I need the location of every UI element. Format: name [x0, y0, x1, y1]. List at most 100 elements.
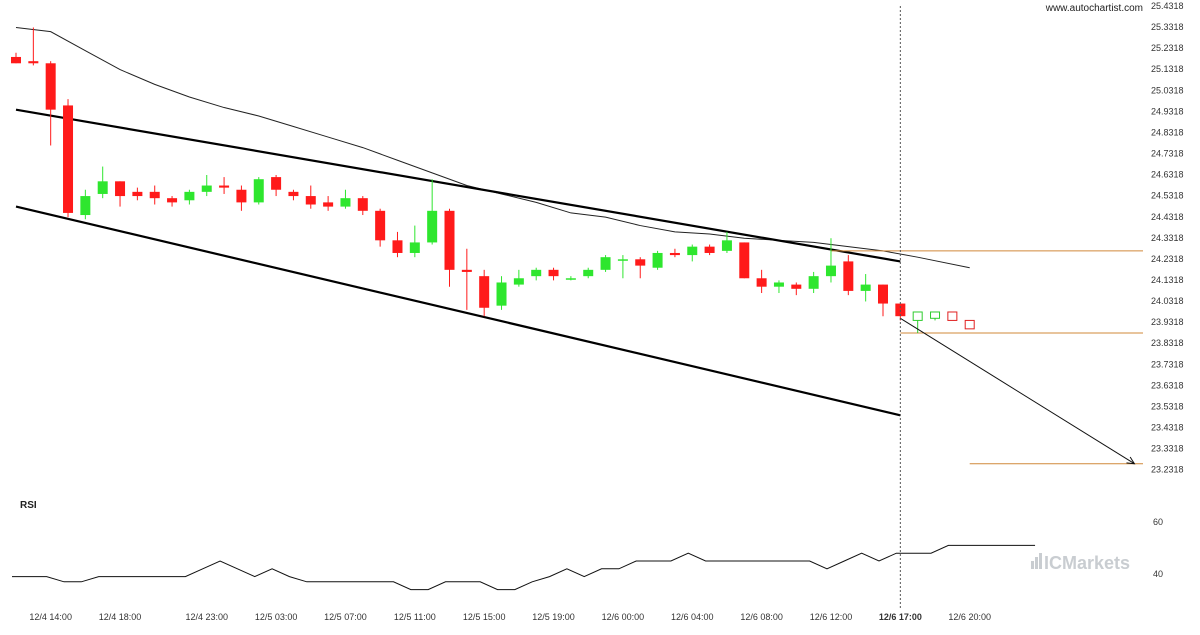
candle [652, 250, 663, 270]
price-tick-label: 24.0318 [1151, 296, 1184, 306]
price-axis: 25.4318 25.3318 25.2318 25.1318 25.0318 24.93… [1151, 1, 1184, 475]
candle-body [357, 198, 368, 211]
time-tick-label: 12/6 08:00 [740, 612, 783, 622]
candle [340, 189, 351, 209]
time-tick-label: 12/5 15:00 [463, 612, 506, 622]
price-tick-label: 23.9318 [1151, 317, 1184, 327]
candle [201, 174, 212, 197]
price-tick-label: 24.2318 [1151, 254, 1184, 264]
candle [808, 271, 819, 294]
candle [28, 27, 39, 66]
candle-body [340, 198, 351, 207]
candle-body [860, 284, 871, 291]
bars-icon [1031, 553, 1042, 569]
time-tick-label: 12/6 20:00 [948, 612, 991, 622]
price-tick-label: 25.0318 [1151, 85, 1184, 95]
candle-body [878, 284, 888, 304]
candle-body [305, 196, 316, 205]
price-tick-label: 24.5318 [1151, 191, 1184, 201]
time-tick-label: 12/5 11:00 [394, 612, 436, 622]
time-tick-label: 12/6 00:00 [602, 612, 645, 622]
candle-body [583, 269, 594, 277]
candle-body [687, 246, 698, 256]
candle [583, 267, 594, 279]
candle [184, 189, 195, 205]
candle-body [115, 181, 126, 197]
candle [427, 179, 438, 245]
candle [444, 208, 455, 287]
candle-body [652, 252, 663, 268]
candle-body [11, 56, 21, 64]
candle [669, 248, 680, 258]
candle [600, 255, 611, 272]
candle-body [219, 185, 230, 188]
price-tick-label: 23.5318 [1151, 401, 1184, 411]
candle-body [444, 210, 455, 270]
candle-body [565, 278, 576, 280]
candle [496, 276, 507, 310]
candle [219, 177, 230, 194]
forecast-arrow-head [1126, 456, 1136, 465]
candle-body [669, 252, 680, 256]
time-tick-label: 12/4 18:00 [99, 612, 142, 622]
candle-body [825, 265, 836, 277]
candle-body [392, 240, 403, 253]
channel-lower-line [15, 205, 901, 417]
candle-body [808, 276, 819, 289]
price-tick-label: 25.2318 [1151, 43, 1184, 53]
brand-text: ICMarkets [1044, 553, 1130, 573]
candle [132, 187, 143, 201]
candle [756, 269, 767, 294]
candle [115, 181, 126, 207]
candle [409, 225, 420, 258]
candle [825, 238, 836, 283]
candle-body [773, 282, 784, 287]
candle [687, 244, 698, 262]
candle-body [375, 210, 386, 241]
candle-body [45, 63, 56, 110]
candle-body [184, 191, 195, 201]
candle-body [479, 276, 490, 308]
candle-body [548, 269, 559, 277]
rsi-title: RSI [20, 500, 37, 511]
time-tick-label: 12/5 19:00 [532, 612, 575, 622]
time-tick-label: 12/5 03:00 [255, 612, 298, 622]
time-tick-label: 12/6 12:00 [810, 612, 853, 622]
candle [721, 231, 732, 253]
candle-body [409, 242, 420, 253]
candle-body [271, 177, 282, 190]
channel-upper-line [15, 108, 901, 263]
candle-body [704, 246, 715, 253]
candle [461, 248, 472, 310]
candle-body [513, 278, 524, 285]
price-tick-label: 25.1318 [1151, 64, 1184, 74]
candle-body [132, 191, 143, 197]
brand-logo: ICMarkets [1031, 553, 1130, 573]
candle-body [531, 269, 542, 277]
candle-body [461, 269, 472, 272]
candle [323, 196, 334, 211]
candle-body [617, 259, 628, 261]
forecast-candle [964, 319, 975, 330]
rsi-tick-label: 40 [1153, 569, 1163, 579]
source-label: www.autochartist.com [1045, 3, 1143, 14]
candle [392, 231, 403, 258]
candles [11, 27, 906, 321]
forecast-arrow [900, 317, 1136, 465]
candle [63, 99, 74, 218]
candle-body [427, 210, 438, 243]
candle [635, 257, 646, 279]
candle [11, 52, 21, 64]
price-tick-label: 24.4318 [1151, 212, 1184, 222]
price-tick-label: 24.7318 [1151, 149, 1184, 159]
price-levels [830, 250, 1143, 465]
price-tick-label: 24.9318 [1151, 106, 1184, 116]
candle-body [756, 278, 767, 287]
price-tick-label: 23.4318 [1151, 423, 1184, 433]
candle-body [149, 191, 160, 199]
price-tick-label: 24.3318 [1151, 233, 1184, 243]
forecast-arrow-line [900, 317, 1135, 465]
candle-body [288, 191, 299, 197]
